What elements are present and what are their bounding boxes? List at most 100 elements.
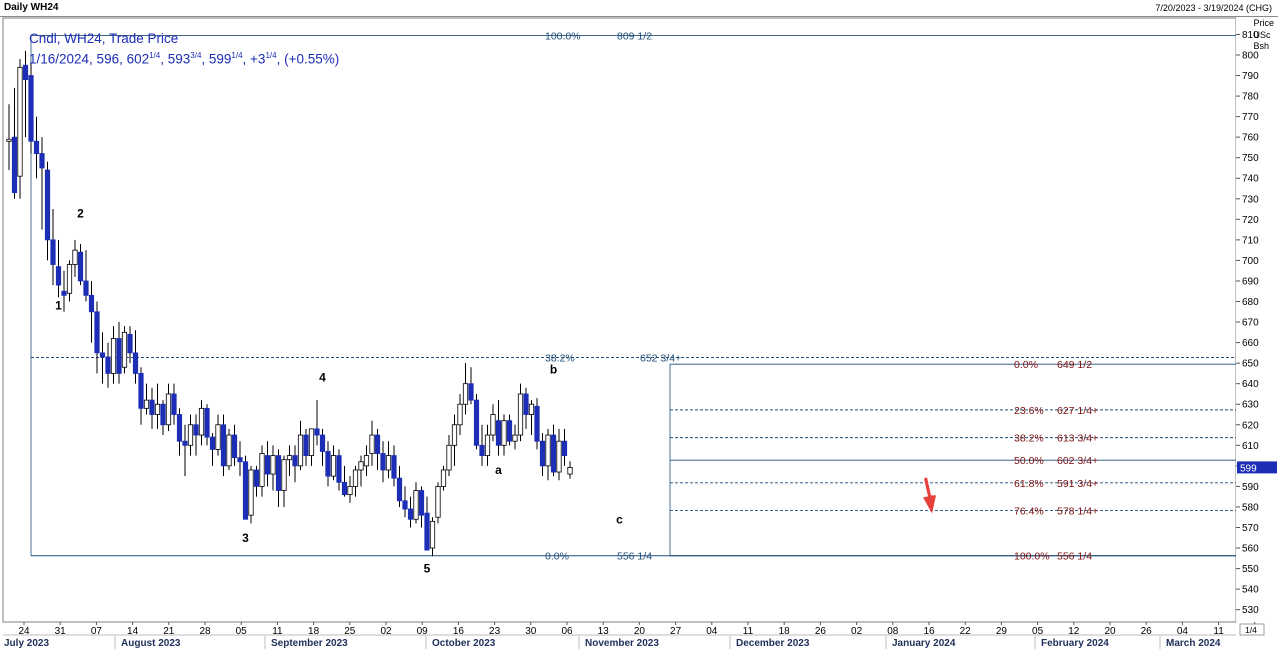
candle-body xyxy=(308,428,315,456)
candle-body xyxy=(292,455,298,467)
candle-body xyxy=(50,239,56,265)
candle-body xyxy=(451,424,458,446)
y-tick-label: 750 xyxy=(1242,153,1259,164)
candle-body xyxy=(556,440,562,473)
candle-body xyxy=(204,407,210,438)
x-tick-label: 28 xyxy=(199,626,211,637)
chart-title: Daily WH24 xyxy=(4,2,59,13)
candle-body xyxy=(539,440,546,467)
month-label: September 2023 xyxy=(271,638,348,649)
fib-value-right: 578 1/4+ xyxy=(1057,506,1098,518)
candle-body xyxy=(352,469,359,487)
x-tick-label: 09 xyxy=(417,626,429,637)
candle-body xyxy=(149,399,155,415)
x-tick-label: 08 xyxy=(887,626,899,637)
candle-body xyxy=(264,455,271,475)
month-label: January 2024 xyxy=(892,638,956,649)
x-tick-label: 18 xyxy=(779,626,791,637)
candle-body xyxy=(534,405,540,442)
price-axis-area xyxy=(1236,18,1278,622)
candle-body xyxy=(501,420,507,446)
candle-body xyxy=(413,490,419,520)
y-tick-label: 650 xyxy=(1242,359,1259,370)
candle-body xyxy=(528,403,535,415)
candle-body xyxy=(495,420,502,446)
y-tick-label: 800 xyxy=(1242,50,1259,61)
x-tick-label: 13 xyxy=(598,626,610,637)
candle-body xyxy=(94,311,100,354)
y-tick-label: 730 xyxy=(1242,194,1259,205)
y-tick-label: 550 xyxy=(1242,564,1259,575)
y-tick-label: 530 xyxy=(1242,605,1259,616)
x-tick-label: 18 xyxy=(308,626,320,637)
candle-body xyxy=(297,434,304,467)
candle-body xyxy=(561,440,568,456)
month-label: August 2023 xyxy=(121,638,181,649)
candle-body xyxy=(176,414,183,442)
candle-body xyxy=(479,444,485,456)
wave-label-5: 5 xyxy=(424,562,431,576)
candle-body xyxy=(435,486,441,518)
fib-value-right: 627 1/4+ xyxy=(1057,405,1098,417)
candle-body xyxy=(193,424,199,436)
fib-label-left: 38.2% xyxy=(545,352,575,364)
y-tick-label: 630 xyxy=(1242,400,1259,411)
fib-value-right: 591 3/4+ xyxy=(1057,478,1098,490)
candle-body xyxy=(77,251,84,282)
fib-label-left: 100.0% xyxy=(545,30,581,42)
candle-body xyxy=(402,500,408,510)
candle-body xyxy=(341,481,348,496)
y-tick-label: 760 xyxy=(1242,133,1259,144)
fib-value-right: 556 1/4 xyxy=(1057,551,1092,563)
candle-body xyxy=(253,469,260,487)
month-label: February 2024 xyxy=(1041,638,1109,649)
date-range: 7/20/2023 - 3/19/2024 (CHG) xyxy=(1155,3,1272,13)
x-tick-label: 29 xyxy=(996,626,1008,637)
candle-body xyxy=(462,383,469,405)
candle-body xyxy=(506,420,513,442)
candle-body xyxy=(11,136,18,194)
candle-body xyxy=(198,407,205,436)
candle-body xyxy=(407,508,414,520)
y-tick-label: 790 xyxy=(1242,71,1259,82)
fib-value-right: 649 1/2 xyxy=(1057,359,1092,371)
x-tick-label: 22 xyxy=(960,626,972,637)
x-tick-label: 23 xyxy=(489,626,501,637)
candle-body xyxy=(281,459,287,491)
y-tick-label: 710 xyxy=(1242,235,1259,246)
x-tick-label: 26 xyxy=(1141,626,1153,637)
candle-body xyxy=(385,455,392,471)
candle-body xyxy=(440,469,447,487)
candle-body xyxy=(374,434,381,454)
candle-body xyxy=(72,249,78,265)
candle-body xyxy=(545,434,551,467)
candle-body xyxy=(468,383,474,401)
y-tick-label: 620 xyxy=(1242,420,1259,431)
fib-label-right: 0.0% xyxy=(1014,359,1038,371)
candle-body xyxy=(523,393,529,415)
candle-body xyxy=(396,477,403,502)
x-tick-label: 20 xyxy=(634,626,646,637)
projection-arrow xyxy=(923,477,936,514)
x-tick-label: 24 xyxy=(18,626,30,637)
fib-label-right: 100.0% xyxy=(1014,551,1050,563)
candle-body xyxy=(358,461,364,471)
y-tick-label: 640 xyxy=(1242,379,1259,390)
y-tick-label: 810 xyxy=(1242,30,1259,41)
candle-body xyxy=(105,356,111,374)
x-tick-label: 12 xyxy=(1068,626,1080,637)
candle-body xyxy=(330,455,337,477)
candle-body xyxy=(319,434,326,452)
last-price-label: 599 xyxy=(1240,463,1257,474)
y-tick-label: 690 xyxy=(1242,276,1259,287)
x-tick-label: 05 xyxy=(1032,626,1044,637)
x-tick-label: 14 xyxy=(127,626,139,637)
fib-value-right: 602 3/4+ xyxy=(1057,455,1098,467)
fib-value-left: 809 1/2 xyxy=(617,30,652,42)
candle-body xyxy=(314,428,320,436)
candle-body xyxy=(226,434,232,467)
x-tick-label: 02 xyxy=(380,626,392,637)
candle-body xyxy=(209,436,216,450)
